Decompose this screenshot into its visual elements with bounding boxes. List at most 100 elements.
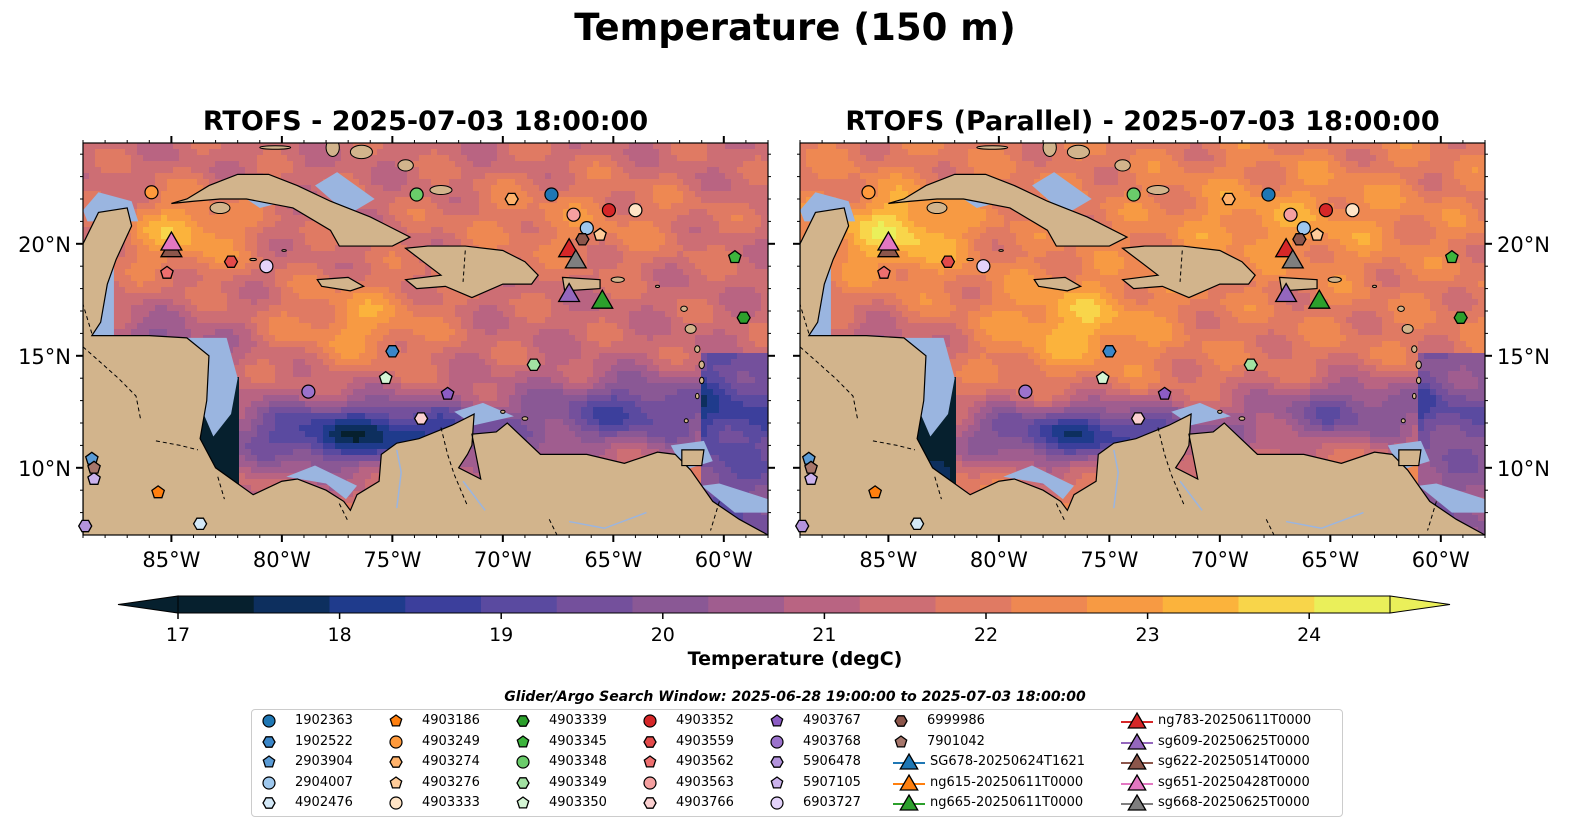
legend-label: 4903249 — [422, 733, 480, 749]
colorbar-segment — [632, 596, 709, 613]
float-marker-4903350 — [378, 370, 393, 385]
legend-symbol — [643, 797, 657, 809]
legend-label: 4903766 — [676, 795, 734, 810]
lon-tick-label: 85°W — [142, 548, 200, 572]
colorbar-segment — [935, 596, 1012, 613]
country-border — [1179, 250, 1183, 282]
legend-label: 4903767 — [803, 713, 861, 728]
legend-label: 4903186 — [422, 713, 480, 728]
island — [1415, 360, 1422, 370]
float-marker-4903352 — [1318, 203, 1334, 218]
island — [683, 418, 689, 424]
island — [1400, 418, 1406, 424]
colorbar-segment — [859, 596, 936, 613]
float-marker-4903276 — [1310, 227, 1324, 241]
float-marker-4903349 — [526, 358, 542, 372]
float-marker-6999986 — [1292, 233, 1307, 246]
float-marker-4903339 — [1453, 311, 1468, 324]
shallow-shelf — [1032, 172, 1092, 215]
island — [680, 305, 688, 312]
legend-symbol — [643, 775, 657, 790]
shallow-shelf — [1418, 483, 1485, 513]
colorbar-tick-label: 24 — [1297, 624, 1321, 646]
island — [259, 145, 292, 150]
colorbar-segment — [556, 596, 633, 613]
legend-label: sg668-20250625T0000 — [1158, 795, 1310, 810]
lat-tick-label: 15°N — [1497, 345, 1550, 369]
colorbar-label: Temperature (degC) — [687, 648, 903, 670]
legend-marker — [1121, 773, 1153, 791]
legend-symbol — [643, 755, 657, 768]
float-marker-5906478 — [794, 519, 810, 533]
colorbar-tick-label: 18 — [328, 624, 352, 646]
country-border — [934, 476, 942, 500]
colorbar-segment — [784, 596, 861, 613]
land-mass — [83, 207, 768, 535]
colorbar-segment — [1238, 596, 1315, 613]
colorbar-tick-label: 20 — [651, 624, 675, 646]
lat-tick-label: 10°N — [1497, 457, 1550, 481]
colorbar-segment — [405, 596, 482, 613]
float-marker-4903249 — [144, 185, 159, 200]
lon-tick-label: 70°W — [474, 548, 532, 572]
legend-marker — [770, 734, 784, 749]
float-marker-4903559 — [940, 255, 956, 268]
figure-suptitle: Temperature (150 m) — [574, 6, 1016, 49]
island — [1238, 416, 1246, 421]
island — [1114, 159, 1131, 172]
colorbar-frame — [177, 595, 1391, 614]
legend-label: 4903350 — [549, 795, 607, 810]
panel-title-rtofs: RTOFS - 2025-07-03 18:00:00 — [202, 106, 649, 137]
map-frame — [82, 142, 769, 536]
lon-tick-label: 60°W — [1412, 548, 1470, 572]
legend-symbol — [770, 734, 784, 749]
river — [396, 449, 402, 509]
lon-tick-label: 65°W — [1301, 548, 1359, 572]
island — [429, 185, 453, 196]
colorbar-tick-label: 21 — [812, 624, 836, 646]
legend-symbol — [389, 775, 403, 789]
legend-symbol — [389, 714, 403, 727]
island — [281, 249, 287, 252]
country-border — [83, 346, 141, 419]
colorbar-segment — [329, 596, 406, 613]
island — [699, 376, 705, 385]
country-border — [440, 427, 468, 507]
colorbar-segment — [481, 596, 558, 613]
glider-marker-sg668-20250625T0000 — [564, 248, 588, 269]
legend-symbol — [262, 775, 276, 790]
legend-label: SG678-20250624T1621 — [930, 754, 1086, 769]
float-marker-4903562 — [160, 265, 174, 279]
legend-label: ng665-20250611T0000 — [930, 795, 1084, 810]
legend-triangle — [1127, 793, 1147, 811]
float-marker-2904007 — [1296, 221, 1311, 236]
legend-label: 4903352 — [676, 713, 734, 728]
float-marker-4903767 — [440, 386, 455, 400]
land-mass — [1121, 245, 1256, 299]
legend-label: ng615-20250611T0000 — [930, 774, 1084, 790]
legend-symbol — [262, 755, 276, 768]
legend-marker — [516, 734, 530, 748]
legend-triangle — [899, 773, 919, 791]
legend-label: 6999986 — [927, 713, 985, 728]
legend-marker — [770, 775, 784, 789]
lon-tick-label: 80°W — [970, 548, 1028, 572]
map-frame — [799, 142, 1486, 536]
float-marker-1902363 — [544, 187, 559, 202]
legend-marker — [262, 714, 276, 728]
legend-marker — [262, 755, 276, 768]
legend-symbol — [389, 734, 403, 749]
island — [926, 201, 948, 215]
shallow-shelf — [1003, 465, 1074, 500]
legend-marker — [894, 734, 908, 748]
legend-triangle — [899, 793, 919, 811]
float-marker-4903768 — [1018, 384, 1033, 399]
legend-marker — [516, 715, 530, 727]
legend-symbol — [262, 797, 276, 809]
river — [1285, 511, 1364, 530]
legend-symbol — [262, 735, 276, 748]
legend-label: 1902522 — [295, 733, 353, 749]
legend-label: 5906478 — [803, 754, 861, 769]
river — [1113, 449, 1119, 509]
glider-marker-ng665-20250611T0000 — [590, 288, 614, 309]
